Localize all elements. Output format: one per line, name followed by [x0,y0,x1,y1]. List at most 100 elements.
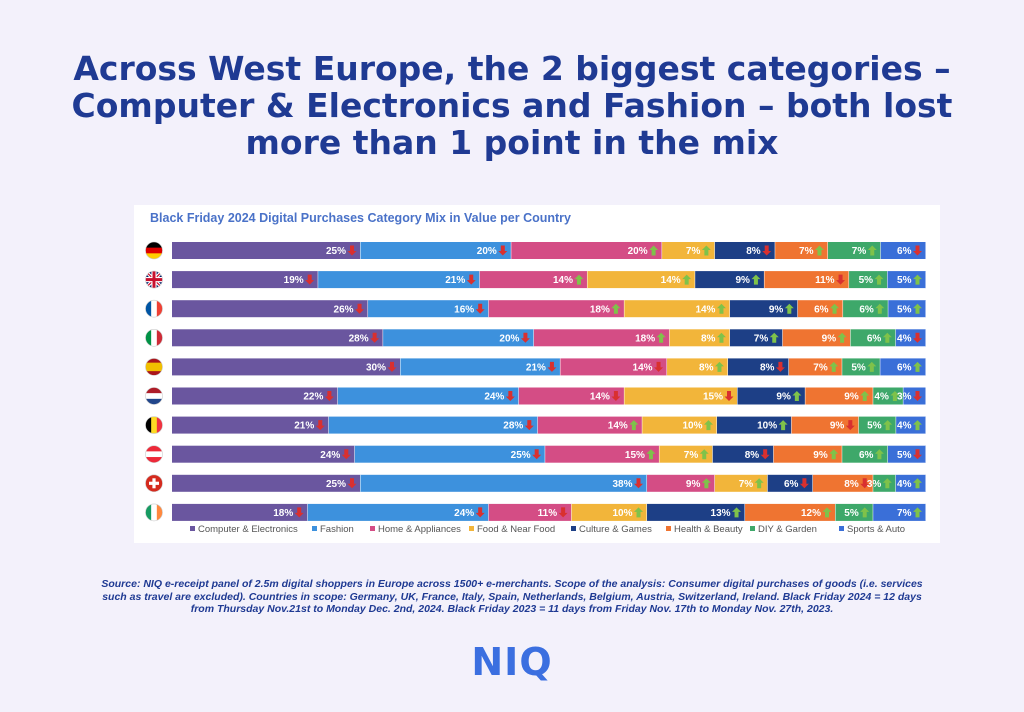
data-label: 14% [590,392,610,403]
change-arrow-icon [830,303,840,314]
change-arrow-icon [829,449,839,460]
change-arrow-icon [769,332,779,343]
data-label: 6% [784,479,799,490]
data-label: 8% [701,333,716,344]
bar-segment [714,474,768,492]
change-arrow-icon [875,303,885,314]
change-arrow-icon [714,361,724,372]
data-label: 30% [366,363,386,374]
data-label: 9% [830,421,845,432]
change-arrow-icon [294,507,304,518]
data-label: 10% [757,421,777,432]
change-arrow-icon [814,245,824,256]
chart-card: 25% 20% 20% 7% 8% 7% 7% 6% 19% 21% 14% 14% 9% 11% 5% 5%… [134,205,940,543]
change-arrow-icon [387,361,397,372]
data-label: 9% [769,304,784,315]
change-arrow-icon [883,420,893,431]
data-label: 3% [867,479,882,490]
country-row: 25% 38% 9% 7% 6% 8% 3% 4% [145,474,927,493]
data-label: 9% [776,392,791,403]
data-label: 4% [897,333,912,344]
data-label: 25% [326,246,346,257]
bar-segment [843,300,889,318]
change-arrow-icon [520,332,530,343]
data-label: 20% [628,246,648,257]
bar-segment [172,503,308,521]
source-note-line-1: Source: NIQ e-receipt panel of 2.5m digi… [101,578,923,590]
bar-segment [791,416,859,434]
change-arrow-icon [634,507,644,518]
bar-segment [745,503,836,521]
change-arrow-icon [913,303,922,314]
data-label: 7% [739,479,754,490]
change-arrow-icon [913,332,922,343]
bar-segment [764,271,850,289]
legend-label: Fashion [320,524,354,535]
data-label: 6% [897,246,912,257]
bar-segment [172,271,319,289]
data-label: 10% [613,508,633,519]
change-arrow-icon [701,245,711,256]
bar-segment [488,503,572,521]
bar-segment [873,474,896,492]
bar-segment [737,387,806,405]
data-label: 21% [445,275,465,286]
data-label: 9% [735,275,750,286]
data-label: 28% [503,421,523,432]
bar-segment [307,503,489,521]
source-note-line-2: such as travel are excluded). Countries … [102,590,922,603]
change-arrow-icon [347,478,357,489]
legend-swatch [312,526,317,531]
data-label: 6% [814,304,829,315]
data-label: 15% [625,450,645,461]
change-arrow-icon [860,478,870,489]
bar-segment [337,387,519,405]
legend-label: Computer & Electronics [198,524,298,535]
data-label: 14% [695,304,715,315]
data-label: 8% [699,363,714,374]
change-arrow-icon [913,478,922,489]
data-label: 18% [635,333,655,344]
change-arrow-icon [646,449,656,460]
italy-flag [145,329,163,347]
change-arrow-icon [629,420,639,431]
uk-flag [145,271,163,289]
change-arrow-icon [547,361,557,372]
bar-segment [667,358,728,376]
change-arrow-icon [845,420,855,431]
bar-segment [647,474,715,492]
country-row: 18% 24% 11% 10% 13% 12% 5% 7% [145,503,927,522]
ireland-flag [145,503,163,521]
change-arrow-icon [874,449,884,460]
bar-segment [782,329,851,347]
change-arrow-icon [701,478,711,489]
data-label: 25% [326,479,346,490]
bar-segment [788,358,843,376]
change-arrow-icon [716,332,726,343]
data-label: 20% [477,246,497,257]
country-row: 28% 20% 18% 8% 7% 9% 6% 4% [145,329,927,347]
data-label: 7% [754,333,769,344]
change-arrow-icon [347,245,357,256]
country-row: 24% 25% 15% 7% 8% 9% 6% 5% [145,445,927,463]
bar-segment [328,416,538,434]
data-label: 18% [590,304,610,315]
country-row: 25% 20% 20% 7% 8% 7% 7% 6% [145,241,927,260]
data-label: 18% [273,508,293,519]
data-label: 5% [844,508,859,519]
bar-segment [537,416,643,434]
legend-swatch [839,526,844,531]
data-label: 28% [349,333,369,344]
change-arrow-icon [505,391,515,401]
data-label: 24% [320,450,340,461]
change-arrow-icon [699,449,709,460]
data-label: 7% [799,246,814,257]
data-label: 8% [746,246,761,257]
switzerland-flag [145,474,163,492]
bar-segment [812,474,874,492]
stacked-bar-chart: 25% 20% 20% 7% 8% 7% 7% 6% 19% 21% 14% 14% 9% 11% 5% 5%… [145,241,927,535]
data-label: 21% [526,363,546,374]
data-label: 14% [661,275,681,286]
legend-swatch [666,526,671,531]
data-label: 11% [815,275,835,286]
